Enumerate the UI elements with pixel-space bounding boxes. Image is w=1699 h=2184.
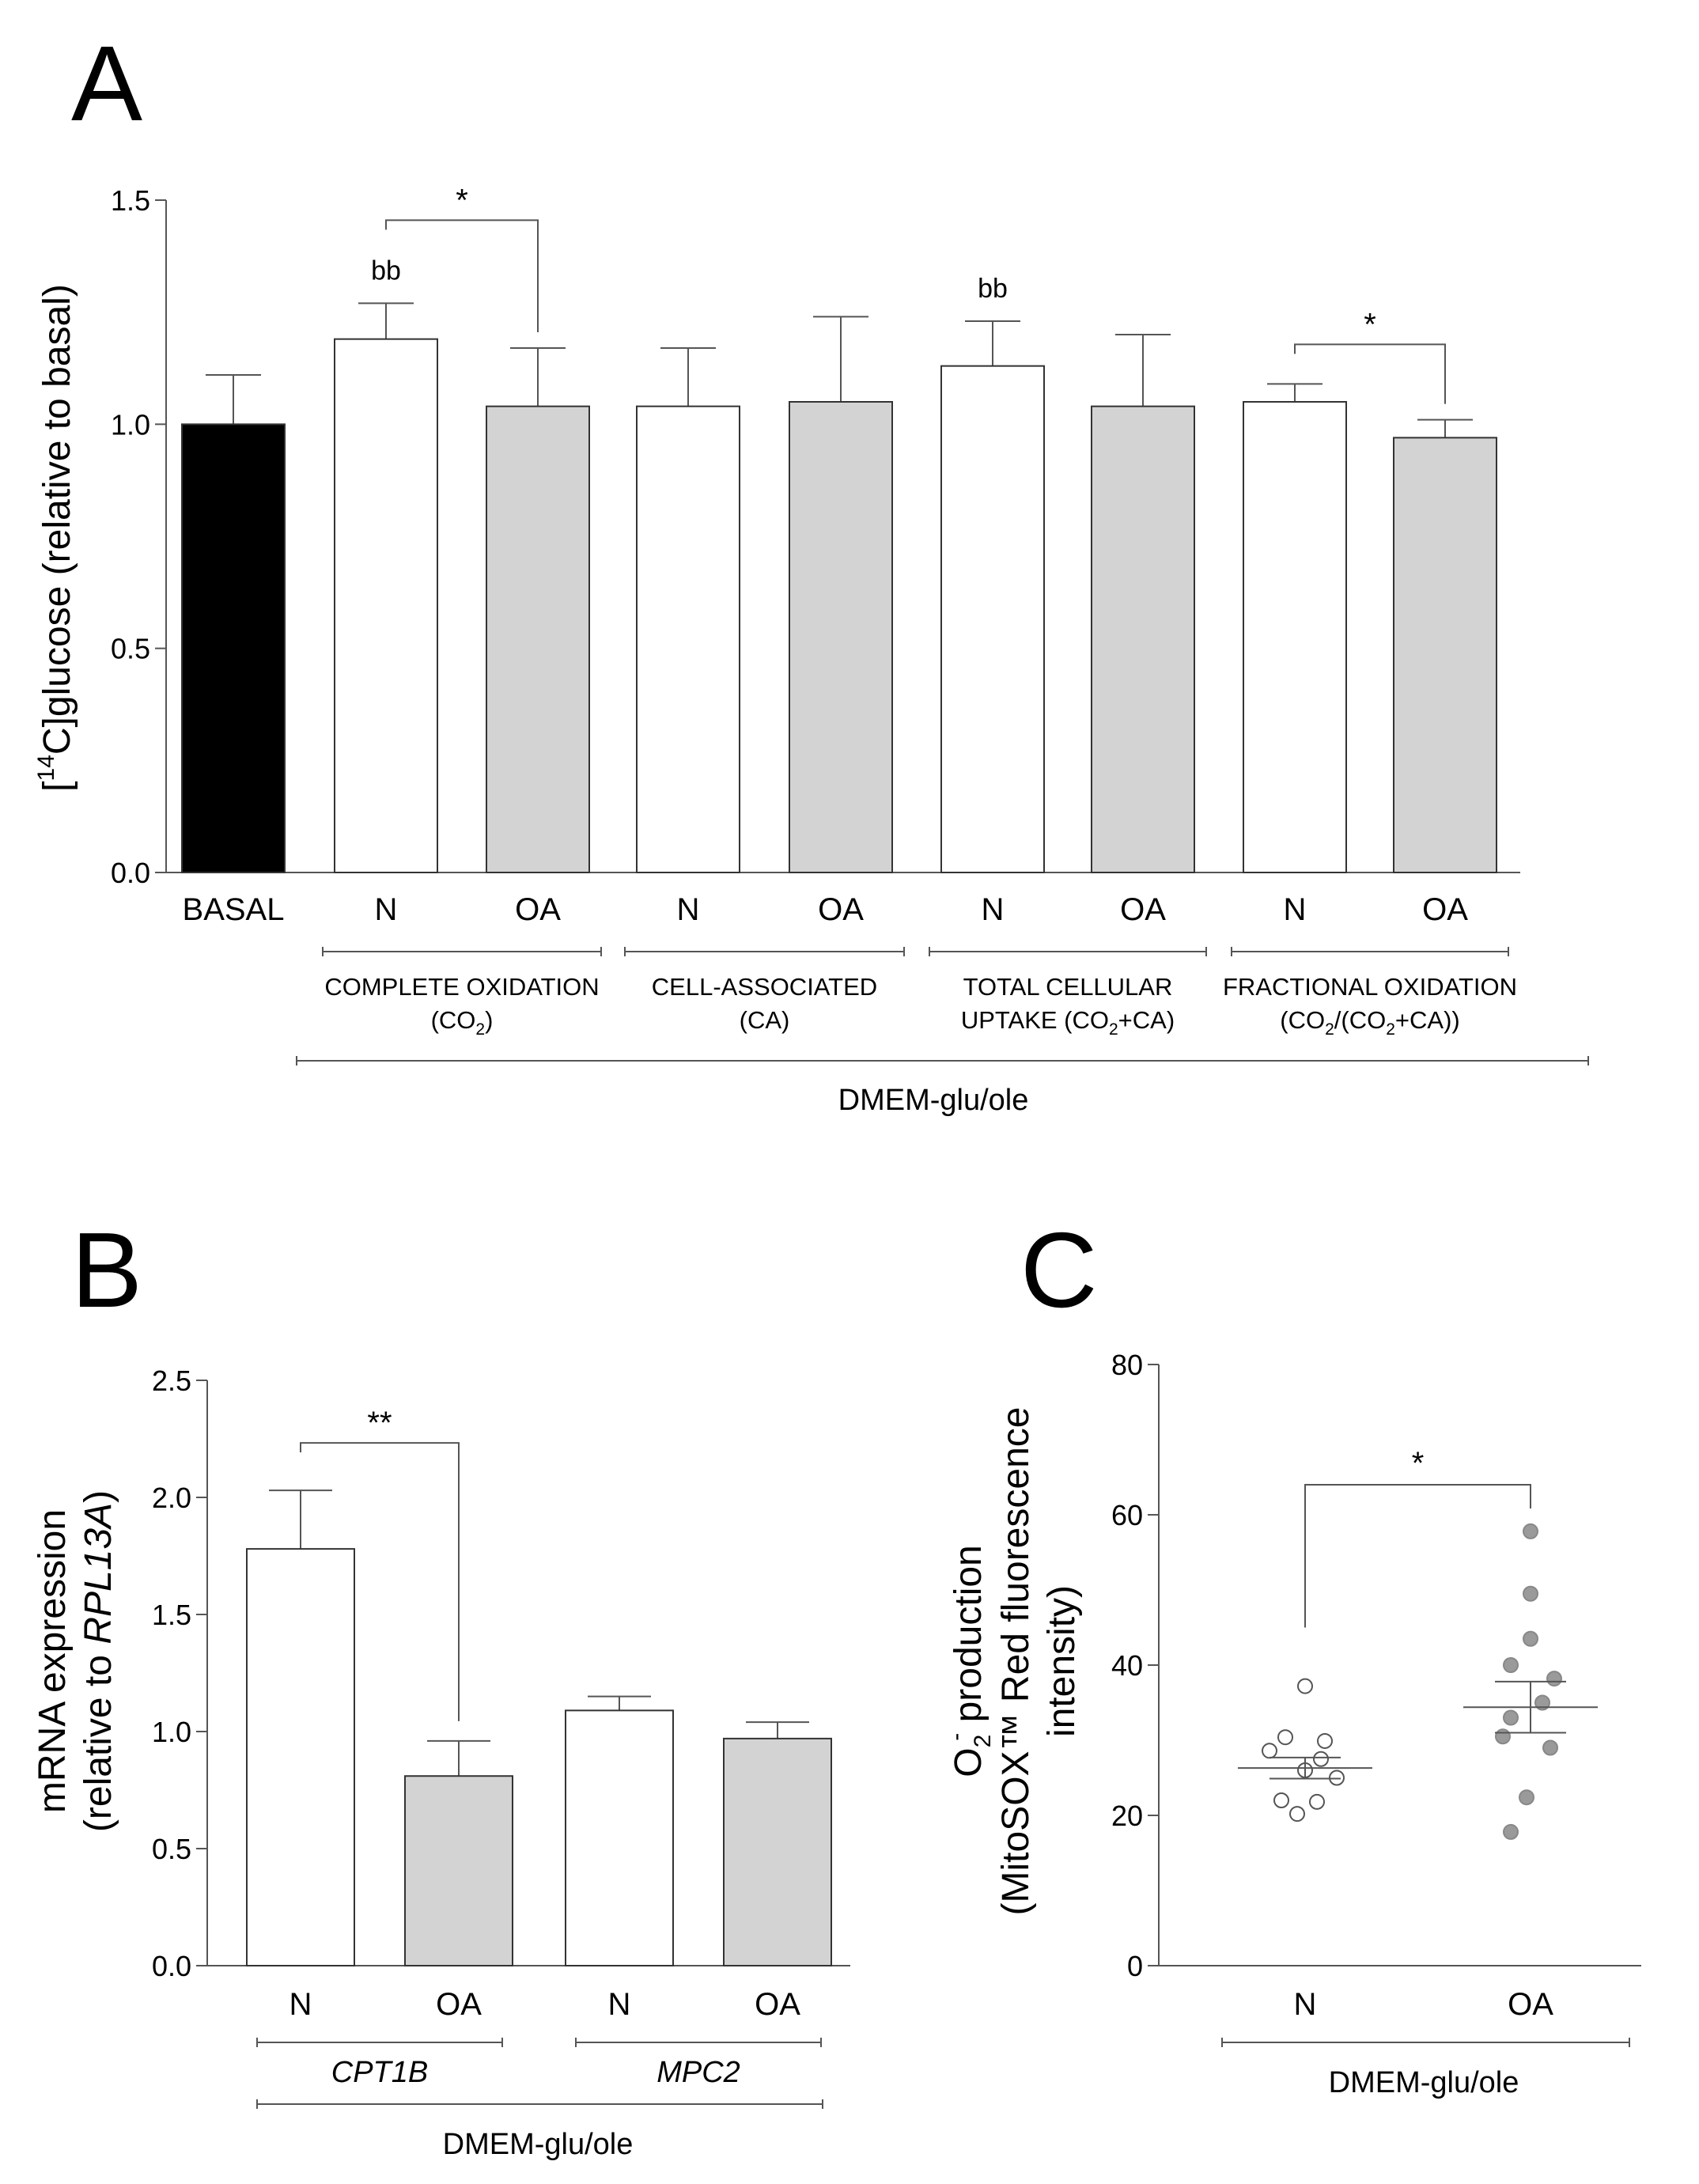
significance-label: * xyxy=(1412,1446,1425,1481)
data-point xyxy=(1262,1743,1277,1759)
y-tick-label: 0.0 xyxy=(152,1950,191,1982)
data-point xyxy=(1534,1694,1550,1711)
panel-c-chart: 0 20 40 60 80 O2- production (MitoSOX™ Red flu… xyxy=(943,1349,1641,2099)
group-label: COMPLETE OXIDATION xyxy=(324,973,599,1001)
data-point xyxy=(1503,1823,1519,1840)
y-tick-label: 2.0 xyxy=(152,1482,191,1514)
y-tick-label: 0.0 xyxy=(111,857,150,889)
significance-label: ** xyxy=(367,1406,392,1440)
y-tick-label: 0 xyxy=(1127,1950,1143,1982)
y-tick-label: 0.5 xyxy=(152,1833,191,1865)
group-label-sub: UPTAKE (CO2+CA) xyxy=(961,1006,1175,1039)
x-tick-label: BASAL xyxy=(183,892,285,927)
bar-annotation: bb xyxy=(978,274,1008,304)
data-point xyxy=(1523,1630,1538,1647)
x-tick-label: OA xyxy=(755,1987,800,2022)
panel-a-chart: 0.0 0.5 1.0 1.5 [14C]glucose (relative to ba… xyxy=(33,183,1589,1117)
data-point xyxy=(1309,1793,1325,1810)
data-point xyxy=(1519,1789,1534,1806)
bar xyxy=(181,423,286,873)
x-tick-label: OA xyxy=(436,1987,482,2022)
bar xyxy=(486,405,590,873)
data-point xyxy=(1542,1739,1558,1756)
data-point xyxy=(1495,1728,1511,1745)
y-tick-label: 1.0 xyxy=(152,1716,191,1748)
bar xyxy=(1243,401,1347,873)
group-label-sub: (CO2) xyxy=(431,1006,494,1039)
data-point xyxy=(1546,1671,1562,1687)
x-tick-label: N xyxy=(677,892,700,927)
bar xyxy=(940,365,1045,873)
data-point xyxy=(1277,1729,1293,1746)
x-tick-label: N xyxy=(982,892,1005,927)
y-axis-label-line3: intensity) xyxy=(1041,1585,1083,1737)
data-point xyxy=(1317,1732,1333,1749)
y-tick-label: 1.5 xyxy=(111,184,150,217)
y-tick-label: 1.5 xyxy=(152,1599,191,1631)
x-tick-label: OA xyxy=(515,892,561,927)
data-point xyxy=(1297,1678,1313,1694)
bar xyxy=(334,338,438,873)
y-axis-label-line2: (MitoSOX™ Red fluorescence xyxy=(995,1407,1037,1916)
y-tick-label: 80 xyxy=(1111,1349,1143,1381)
bar-annotation: bb xyxy=(371,255,401,286)
y-axis-label: O2- production xyxy=(943,1545,996,1777)
x-tick-label: N xyxy=(1294,1987,1317,2022)
panel-letter-c: C xyxy=(1020,1210,1098,1330)
group-label: TOTAL CELLULAR xyxy=(963,973,1173,1001)
data-point xyxy=(1503,1709,1519,1726)
bar xyxy=(246,1548,355,1966)
bar xyxy=(404,1775,513,1966)
panel-b-chart: 0.0 0.5 1.0 1.5 2.0 2.5 mRNA expression (relati… xyxy=(32,1365,850,2161)
x-tick-label: N xyxy=(289,1987,312,2022)
significance-bracket xyxy=(1294,343,1446,404)
significance-label: * xyxy=(456,183,468,218)
x-tick-label: N xyxy=(1284,892,1307,927)
gene-label: CPT1B xyxy=(331,2056,428,2089)
bar xyxy=(565,1709,674,1967)
x-tick-label: N xyxy=(375,892,398,927)
group-label: CELL-ASSOCIATED xyxy=(652,973,877,1001)
data-point xyxy=(1313,1751,1329,1767)
panel-letter-a: A xyxy=(71,24,142,143)
y-tick-label: 0.5 xyxy=(111,633,150,665)
y-tick-label: 40 xyxy=(1111,1649,1143,1682)
y-axis-label-sub: (relative to RPL13A) xyxy=(78,1490,119,1832)
y-axis-label: mRNA expression xyxy=(32,1509,74,1813)
y-tick-label: 1.0 xyxy=(111,408,150,441)
data-point xyxy=(1273,1792,1289,1808)
condition-label: DMEM-glu/ole xyxy=(838,1084,1029,1117)
significance-bracket xyxy=(1304,1484,1531,1628)
y-tick-label: 60 xyxy=(1111,1499,1143,1531)
x-tick-label: OA xyxy=(1120,892,1166,927)
x-tick-label: OA xyxy=(1422,892,1468,927)
data-point xyxy=(1289,1806,1305,1823)
condition-label: DMEM-glu/ole xyxy=(1329,2066,1519,2099)
significance-bracket xyxy=(300,1442,460,1721)
data-point xyxy=(1503,1657,1519,1673)
significance-label: * xyxy=(1364,307,1376,342)
bar xyxy=(723,1737,832,1966)
y-tick-label: 2.5 xyxy=(152,1365,191,1397)
y-tick-label: 20 xyxy=(1111,1800,1143,1832)
x-tick-label: OA xyxy=(1508,1987,1553,2022)
bar xyxy=(1091,405,1195,873)
condition-label: DMEM-glu/ole xyxy=(443,2128,634,2161)
significance-bracket xyxy=(385,219,539,332)
y-axis-label: [14C]glucose (relative to basal) xyxy=(33,284,78,792)
gene-label: MPC2 xyxy=(657,2056,740,2089)
x-tick-label: N xyxy=(608,1987,631,2022)
x-tick-label: OA xyxy=(818,892,864,927)
group-label-sub: (CO2/(CO2+CA)) xyxy=(1280,1006,1459,1039)
group-label: FRACTIONAL OXIDATION xyxy=(1223,973,1517,1001)
group-label-sub: (CA) xyxy=(740,1006,790,1034)
data-point xyxy=(1523,1585,1538,1602)
bar xyxy=(1393,437,1497,873)
panel-letter-b: B xyxy=(71,1210,142,1330)
bar xyxy=(789,401,893,873)
data-point xyxy=(1523,1523,1538,1539)
bar xyxy=(636,405,740,873)
